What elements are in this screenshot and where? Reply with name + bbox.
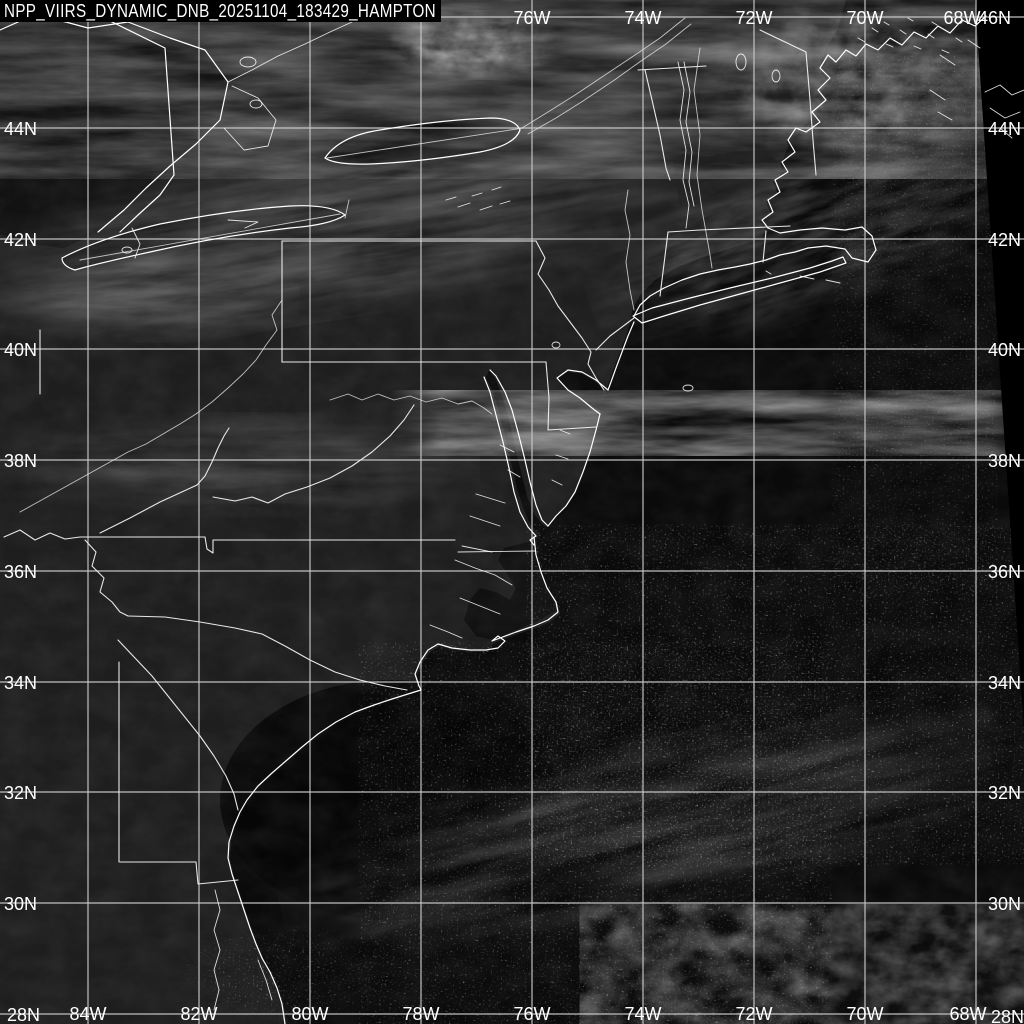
border-through-lake-ontario bbox=[326, 127, 524, 159]
coastline-lake-erie bbox=[61, 205, 346, 271]
state-borders bbox=[3, 17, 817, 885]
ct-west-border bbox=[659, 231, 669, 297]
coastline-long-island bbox=[632, 256, 847, 324]
ga-fl-border bbox=[119, 861, 239, 885]
coastline-delmarva bbox=[547, 413, 601, 527]
coastline-southern-new-england bbox=[633, 247, 809, 317]
tn-nc-border bbox=[84, 539, 129, 617]
ny-vt-border bbox=[644, 69, 671, 181]
cloud-haze-left-band bbox=[0, 412, 480, 517]
coastline-florida bbox=[261, 957, 286, 1024]
chesapeake-river-inlets bbox=[461, 429, 571, 553]
border-through-lake-erie bbox=[79, 213, 341, 261]
coastlines bbox=[0, 13, 1024, 1024]
label-lon-bottom-70w: 70W bbox=[846, 1004, 883, 1024]
label-lat-left-40n: 40N bbox=[4, 340, 37, 360]
st-lawrence-river bbox=[521, 17, 692, 135]
label-lon-bottom-80w: 80W bbox=[291, 1004, 328, 1024]
title-bar: NPP_VIIRS_DYNAMIC_DNB_20251104_183429_HA… bbox=[0, 0, 441, 22]
ohio-river bbox=[19, 299, 283, 513]
nova-scotia-coast bbox=[929, 39, 1024, 139]
contrail-cloud-dashes bbox=[445, 186, 511, 211]
hudson-river bbox=[624, 189, 635, 311]
coastline-lake-ontario bbox=[324, 117, 521, 165]
label-lat-left-36n: 36N bbox=[4, 562, 37, 582]
label-lat-left-44n: 44N bbox=[4, 119, 37, 139]
label-lon-bottom-76w: 76W bbox=[513, 1004, 550, 1024]
label-lat-left-42n: 42N bbox=[4, 230, 37, 250]
delaware-borders bbox=[545, 361, 597, 431]
label-lon-top-68w: 68W bbox=[943, 8, 980, 28]
wv-va-ridge-border bbox=[212, 404, 415, 504]
coastline-outer-banks bbox=[437, 536, 559, 651]
title-bar-background bbox=[0, 0, 441, 22]
niagara-river bbox=[344, 199, 350, 219]
label-lon-bottom-84w: 84W bbox=[69, 1004, 106, 1024]
coastline-new-england bbox=[761, 15, 987, 229]
label-lat-right-40n: 40N bbox=[988, 340, 1021, 360]
label-lat-left-34n: 34N bbox=[4, 673, 37, 693]
us-canada-45n-border bbox=[637, 65, 707, 71]
cloud-speckle-right-ocean bbox=[840, 80, 990, 570]
label-lat-left-38n: 38N bbox=[4, 451, 37, 471]
label-lat-right-46n: 46N bbox=[978, 8, 1011, 28]
lake-champlain bbox=[677, 61, 695, 229]
va-nc-border bbox=[3, 529, 456, 554]
swath-edge-black-wedge bbox=[975, 0, 1024, 730]
label-lon-top-76w: 76W bbox=[513, 8, 550, 28]
label-lat-right-36n: 36N bbox=[988, 562, 1021, 582]
label-lat-right-42n: 42N bbox=[988, 230, 1021, 250]
st-johns-river bbox=[213, 889, 273, 1011]
ky-va-border bbox=[99, 427, 230, 534]
sc-ga-border bbox=[117, 639, 239, 811]
coastline-islands-south-of-cape bbox=[765, 270, 841, 284]
coastline-carolinas-georgia bbox=[227, 643, 439, 959]
nc-sc-border bbox=[127, 615, 408, 691]
small-lakes bbox=[121, 53, 781, 392]
label-lat-right-28n: 28N bbox=[991, 1007, 1024, 1024]
label-lon-top-74w: 74W bbox=[624, 8, 661, 28]
nh-me-border bbox=[759, 29, 817, 176]
connecticut-river-vt-nh bbox=[693, 47, 713, 269]
long-point-spit bbox=[227, 219, 259, 229]
maine-islands bbox=[857, 17, 963, 54]
label-lat-left-30n: 30N bbox=[4, 894, 37, 914]
label-lat-left-28n: 28N bbox=[7, 1005, 40, 1024]
ri-west-border bbox=[762, 230, 767, 263]
ny-nj-border bbox=[595, 317, 635, 351]
label-lon-bottom-78w: 78W bbox=[402, 1004, 439, 1024]
cloud-blobs-bottom-right bbox=[620, 915, 1024, 1024]
image-title: NPP_VIIRS_DYNAMIC_DNB_20251104_183429_HA… bbox=[4, 1, 436, 22]
label-lon-top-72w: 72W bbox=[735, 8, 772, 28]
ma-north-border bbox=[667, 225, 791, 233]
label-lat-right-30n: 30N bbox=[988, 894, 1021, 914]
label-lon-bottom-68w: 68W bbox=[949, 1004, 986, 1024]
cloud-wave-bands-south bbox=[261, 654, 1024, 999]
coastline-chesapeake-east bbox=[489, 369, 549, 527]
detroit-river bbox=[131, 227, 141, 259]
label-lat-right-34n: 34N bbox=[988, 673, 1021, 693]
label-lon-bottom-74w: 74W bbox=[624, 1004, 661, 1024]
cloud-wisps-left bbox=[0, 248, 300, 343]
coastline-delaware-bay bbox=[556, 369, 609, 415]
potomac-md-wv-border bbox=[329, 393, 493, 415]
label-lon-top-70w: 70W bbox=[846, 8, 883, 28]
label-lat-right-38n: 38N bbox=[988, 451, 1021, 471]
coastline-cape-cod bbox=[767, 226, 877, 263]
label-lat-right-32n: 32N bbox=[988, 783, 1021, 803]
coastline-georgian-bay bbox=[223, 21, 353, 151]
label-lon-bottom-72w: 72W bbox=[735, 1004, 772, 1024]
label-lon-bottom-82w: 82W bbox=[180, 1004, 217, 1024]
label-lat-right-44n: 44N bbox=[988, 119, 1021, 139]
graticule-labels: 44N 42N 40N 38N 36N 34N 32N 30N 28N 46N … bbox=[4, 8, 1024, 1024]
label-lat-left-32n: 32N bbox=[4, 783, 37, 803]
coastline-michigan-shore bbox=[107, 19, 175, 233]
coastline-pamlico-inner bbox=[429, 550, 536, 639]
delaware-river-nj-border bbox=[535, 240, 605, 391]
coastline-new-jersey bbox=[607, 321, 635, 391]
